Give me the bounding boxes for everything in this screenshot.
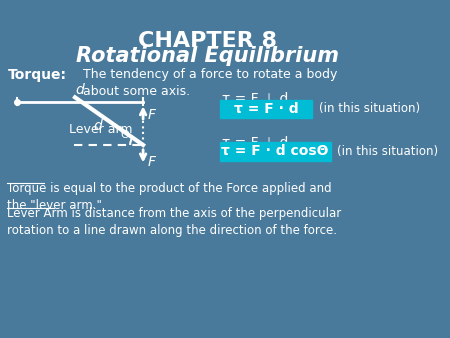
Text: F: F [148,107,156,122]
Text: Torque is equal to the product of the Force applied and
the "lever arm.": Torque is equal to the product of the Fo… [7,182,332,212]
Text: Lever arm: Lever arm [69,123,133,136]
Text: d: d [76,83,84,97]
Text: Rotational Equilibrium: Rotational Equilibrium [76,46,339,66]
Text: F: F [148,154,156,169]
Text: Lever Arm is distance from the axis of the perpendicular
rotation to a line draw: Lever Arm is distance from the axis of t… [7,207,342,237]
Text: CHAPTER 8: CHAPTER 8 [138,31,277,51]
Bar [220,100,312,118]
Text: (in this situation): (in this situation) [337,145,438,158]
Text: Torque:: Torque: [7,68,67,82]
Bar [220,142,330,161]
Text: τ = F ⊥ d: τ = F ⊥ d [221,136,288,150]
Text: The tendency of a force to rotate a body
about some axis.: The tendency of a force to rotate a body… [83,68,338,98]
Text: τ = F · d: τ = F · d [234,102,298,116]
Text: τ = F · d cosΘ: τ = F · d cosΘ [221,144,329,159]
Text: Θ: Θ [120,130,129,140]
Text: τ = F ⊥ d: τ = F ⊥ d [221,92,288,106]
Text: d: d [94,119,102,133]
Text: (in this situation): (in this situation) [319,102,420,116]
